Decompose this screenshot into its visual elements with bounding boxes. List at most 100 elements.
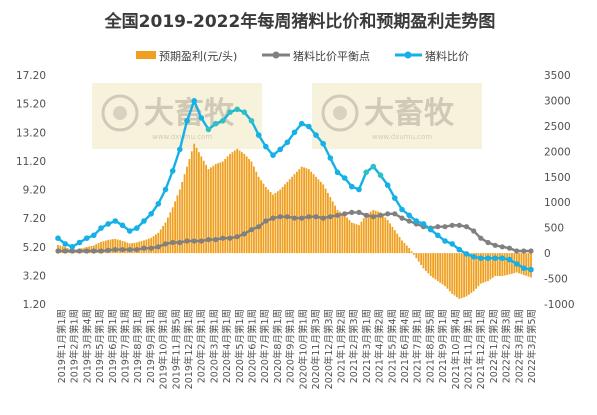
ratio-point — [506, 256, 513, 263]
profit-bar — [448, 253, 451, 292]
profit-bar — [214, 164, 217, 254]
profit-bar — [499, 253, 501, 276]
profit-bar — [439, 253, 442, 283]
breakeven-point — [463, 224, 470, 230]
profit-bar — [157, 232, 160, 254]
breakeven-point — [506, 245, 513, 251]
ratio-point — [392, 195, 398, 201]
ratio-point — [427, 226, 434, 233]
ratio-point — [291, 129, 298, 136]
ratio-point — [241, 109, 248, 115]
breakeven-point — [270, 215, 276, 221]
legend-marker-ratio — [404, 51, 412, 59]
x-tick-label: 2019年7月第1周 — [120, 309, 132, 383]
profit-bar — [346, 217, 348, 254]
breakeven-point — [392, 211, 398, 217]
profit-bar — [470, 253, 473, 293]
x-tick-label: 2019年8月第1周 — [132, 309, 144, 383]
x-tick-label: 2021年3月第1周 — [361, 309, 373, 383]
x-tick-label: 2021年7月第1周 — [412, 309, 424, 383]
breakeven-point — [478, 235, 484, 241]
x-tick-label: 2021年5月第4周 — [386, 309, 398, 383]
profit-bar — [212, 165, 215, 254]
profit-bar — [276, 191, 279, 254]
breakeven-point — [370, 214, 376, 220]
profit-bar — [245, 156, 248, 254]
x-tick-label: 2020年9月第1周 — [285, 309, 297, 383]
profit-bar — [391, 226, 394, 254]
profit-bar — [427, 253, 430, 274]
y-right-tick-label: -1000 — [544, 299, 575, 311]
profit-bar — [303, 167, 305, 254]
x-tick-label: 2021年4月第2周 — [374, 309, 386, 383]
ratio-point — [177, 146, 183, 153]
profit-bar — [386, 220, 389, 254]
breakeven-point — [377, 212, 384, 218]
x-tick-label: 2019年6月第1周 — [107, 309, 119, 383]
ratio-point — [442, 238, 448, 244]
ratio-point — [270, 152, 276, 158]
breakeven-point — [363, 212, 369, 218]
profit-bar — [520, 253, 523, 275]
profit-bar — [107, 239, 110, 254]
profit-bar — [145, 239, 148, 254]
profit-bar — [398, 237, 401, 254]
ratio-point — [298, 120, 305, 127]
profit-bar — [396, 233, 399, 254]
ratio-point — [463, 251, 470, 257]
y-left-tick-label: 15.20 — [16, 99, 46, 111]
profit-bar — [441, 253, 444, 285]
x-tick-label: 2019年10月第1周 — [158, 309, 170, 389]
x-tick-label: 2020年12月第3周 — [323, 309, 335, 389]
profit-bar — [183, 174, 186, 254]
chart-legend: 预期盈利(元/头) 猪料比价平衡点 猪料比价 — [136, 49, 469, 63]
breakeven-point — [119, 247, 126, 253]
ratio-point — [399, 206, 405, 213]
breakeven-point — [449, 222, 455, 228]
x-tick-label: 2020年5月第1周 — [234, 309, 246, 383]
profit-bar — [465, 253, 468, 297]
profit-bar — [167, 217, 169, 254]
x-tick-label: 2020年3月第1周 — [208, 309, 220, 383]
ratio-point — [406, 212, 413, 219]
profit-bar — [193, 143, 196, 254]
ratio-point — [363, 169, 370, 176]
x-tick-label: 2019年9月第1周 — [145, 309, 157, 383]
breakeven-point — [155, 244, 161, 250]
profit-bar — [348, 220, 351, 254]
y-left-tick-label: 11.20 — [16, 156, 46, 168]
profit-bar — [327, 192, 329, 254]
profit-bar — [126, 242, 129, 254]
profit-bar — [169, 212, 172, 254]
profit-bar — [487, 253, 489, 282]
profit-bar — [224, 159, 227, 254]
profit-bar — [162, 226, 164, 254]
profit-bar — [384, 217, 387, 254]
breakeven-point — [205, 237, 212, 243]
x-tick-label: 2021年6月第4周 — [399, 309, 411, 383]
profit-bar — [243, 153, 246, 254]
profit-bar — [305, 168, 308, 254]
breakeven-point — [98, 248, 104, 254]
ratio-point — [306, 123, 312, 130]
profit-bar — [281, 187, 284, 254]
x-tick-label: 2021年12月第1周 — [475, 309, 487, 389]
legend-marker-breakeven — [272, 51, 280, 59]
breakeven-point — [184, 238, 190, 244]
breakeven-point — [284, 214, 290, 220]
profit-bar — [339, 211, 341, 254]
breakeven-point — [334, 212, 341, 218]
profit-bar — [389, 223, 391, 254]
y-left-tick-label: 3.20 — [23, 270, 46, 282]
profit-bar — [479, 253, 482, 284]
breakeven-point — [327, 214, 333, 220]
y-right-tick-label: 2000 — [544, 146, 571, 158]
ratio-point — [356, 186, 362, 193]
profit-bar — [164, 222, 167, 254]
ratio-point — [528, 266, 534, 273]
y-right-tick-label: 3500 — [544, 70, 571, 82]
profit-bar — [150, 237, 153, 254]
ratio-point — [470, 253, 477, 260]
breakeven-point — [112, 247, 118, 253]
